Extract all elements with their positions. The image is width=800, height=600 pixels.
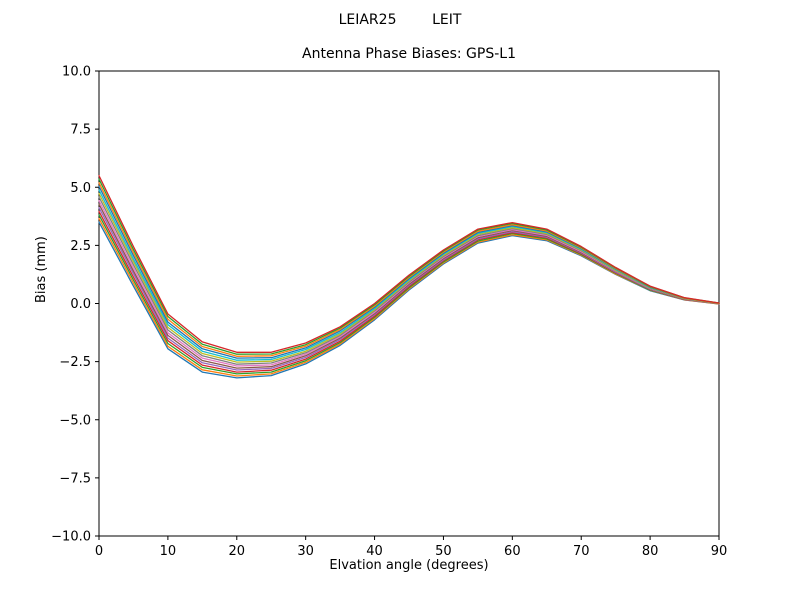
x-axis-label: Elvation angle (degrees) (329, 558, 489, 573)
y-tick-label: −10.0 (51, 530, 91, 545)
y-tick-label: −5.0 (59, 413, 91, 428)
x-tick-label: 10 (160, 544, 177, 559)
y-tick-label: 5.0 (70, 181, 91, 196)
series-line-series-13 (98, 178, 720, 355)
x-tick-label: 40 (366, 544, 383, 559)
y-tick-label: 10.0 (62, 65, 91, 80)
x-tick-label: 20 (229, 544, 246, 559)
series-line-series-14 (98, 174, 720, 353)
figure-suptitle: LEIAR25 LEIT (338, 12, 462, 28)
y-tick-label: −7.5 (59, 471, 91, 486)
x-tick-label: 70 (573, 544, 590, 559)
series-line-series-12 (98, 182, 720, 357)
axes-title: Antenna Phase Biases: GPS-L1 (302, 46, 516, 62)
axes-box (98, 70, 720, 537)
y-tick-label: 7.5 (70, 123, 91, 138)
x-tick-label: 90 (711, 544, 728, 559)
x-tick-label: 60 (504, 544, 521, 559)
y-tick-label: 2.5 (70, 239, 91, 254)
series-line-series-01 (98, 221, 720, 379)
x-tick-label: 30 (297, 544, 314, 559)
x-tick-label: 50 (435, 544, 452, 559)
y-tick-label: −2.5 (59, 355, 91, 370)
series-line-series-11 (98, 185, 720, 359)
y-tick-label: 0.0 (70, 297, 91, 312)
x-tick-label: 80 (642, 544, 659, 559)
x-tick-label: 0 (95, 544, 103, 559)
